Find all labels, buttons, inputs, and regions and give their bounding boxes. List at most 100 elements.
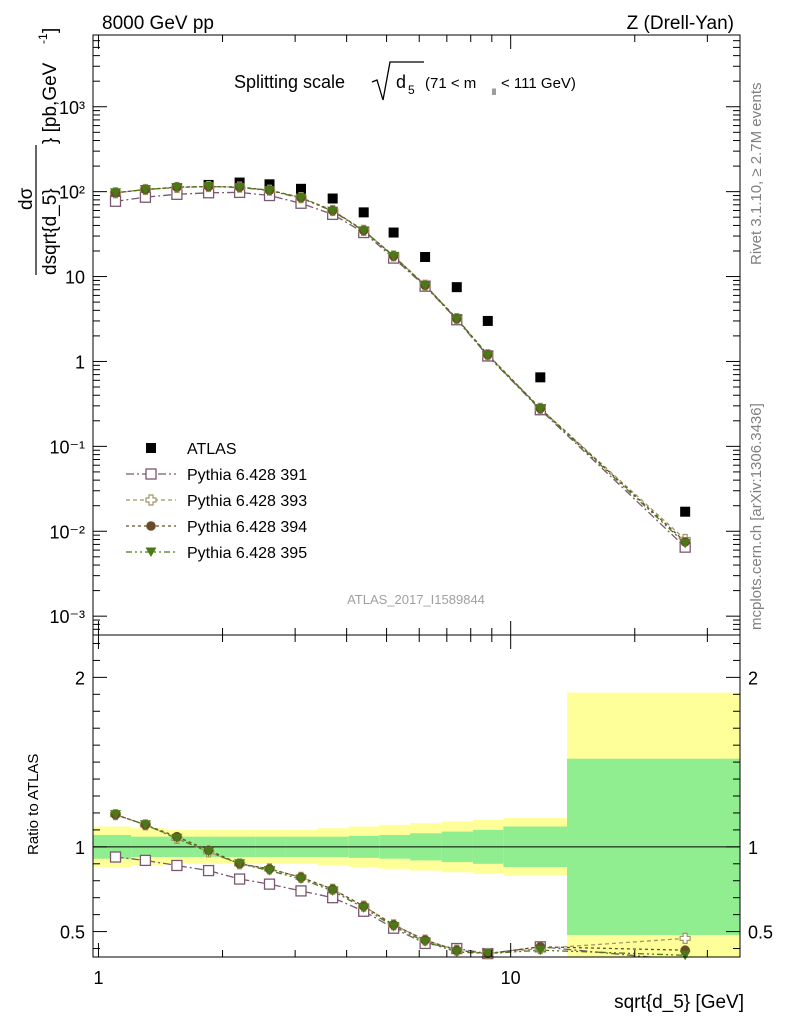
header-right: Z (Drell-Yan) bbox=[627, 13, 734, 34]
data-point bbox=[327, 206, 339, 217]
ratio-point bbox=[109, 851, 122, 863]
data-point bbox=[535, 372, 546, 383]
series-line-4 bbox=[115, 185, 686, 544]
series-line-3 bbox=[115, 185, 686, 543]
y-tick-label: 1 bbox=[75, 352, 85, 372]
ylabel-units-close: ] bbox=[40, 28, 61, 33]
ratio-point bbox=[233, 873, 246, 885]
ratio-y-tick-label: 0.5 bbox=[60, 923, 85, 943]
ratio-point bbox=[234, 859, 246, 869]
title-var: d bbox=[396, 72, 406, 92]
ratio-point bbox=[327, 886, 339, 896]
y-tick-label: 10⁻¹ bbox=[49, 437, 85, 457]
y-tick-label: 10³ bbox=[59, 98, 85, 118]
ylabel-units-exp: -1 bbox=[36, 33, 50, 44]
data-point bbox=[295, 193, 307, 204]
title-cut-end: < 111 GeV) bbox=[501, 75, 576, 92]
legend-marker bbox=[145, 468, 157, 480]
y-tick-label: 10⁻² bbox=[49, 522, 85, 542]
data-point bbox=[110, 188, 122, 198]
legend-label: ATLAS bbox=[187, 441, 237, 458]
legend-label: Pythia 6.428 394 bbox=[187, 519, 307, 536]
ratio-point bbox=[202, 864, 215, 877]
data-point bbox=[388, 227, 399, 238]
series-line-2 bbox=[115, 185, 686, 540]
legend-marker bbox=[145, 547, 157, 557]
ylabel-units: } [pb,GeV bbox=[40, 62, 61, 144]
data-point bbox=[451, 314, 463, 325]
legend-marker bbox=[146, 443, 156, 453]
data-point bbox=[139, 185, 151, 195]
ratio-point bbox=[263, 878, 276, 890]
data-point bbox=[264, 186, 276, 196]
data-point bbox=[679, 538, 691, 549]
data-point bbox=[420, 251, 431, 262]
ratio-point bbox=[171, 833, 183, 844]
ratio-bands bbox=[93, 692, 740, 957]
ratio-point bbox=[203, 847, 215, 857]
legend-label: Pythia 6.428 395 bbox=[187, 545, 307, 562]
legend-marker bbox=[146, 521, 156, 531]
data-point bbox=[451, 282, 462, 293]
ratio-point bbox=[295, 874, 307, 885]
ratio-point bbox=[419, 937, 431, 947]
x-tick-label: 10 bbox=[501, 968, 521, 988]
x-tick-label: 1 bbox=[93, 968, 103, 988]
title-sub: 5 bbox=[408, 83, 415, 97]
ratio-y-tick-label-right: 0.5 bbox=[748, 923, 773, 943]
ratio-point bbox=[110, 810, 122, 820]
mcplots-label: mcplots.cern.ch [arXiv:1306.3436] bbox=[748, 403, 765, 630]
sqrt-sign-icon bbox=[371, 61, 424, 101]
y-tick-label: 10 bbox=[65, 268, 85, 288]
legend-marker bbox=[145, 494, 157, 506]
legend-label: Pythia 6.428 391 bbox=[187, 467, 307, 484]
data-point bbox=[482, 350, 494, 361]
ratio-point bbox=[679, 950, 691, 961]
ratio-point bbox=[264, 866, 276, 876]
data-point bbox=[534, 404, 546, 415]
lower-axis-ticks: 1 10 0.5 0.5 1 1 2 2 bbox=[60, 635, 773, 988]
legend-label: Pythia 6.428 393 bbox=[187, 493, 307, 510]
title-cut: (71 < m bbox=[425, 75, 476, 92]
data-point bbox=[327, 193, 338, 204]
data-point bbox=[388, 251, 400, 262]
ratio-y-tick-label: 1 bbox=[75, 838, 85, 858]
ratio-point bbox=[451, 947, 463, 957]
rivet-label: Rivet 3.1.10, ≥ 2.7M events bbox=[748, 83, 765, 266]
y-tick-label: 10² bbox=[59, 183, 85, 203]
data-point bbox=[358, 207, 369, 218]
data-point bbox=[203, 181, 215, 192]
ratio-point bbox=[679, 932, 691, 944]
ratio-y-tick-label-right: 1 bbox=[748, 838, 758, 858]
ratio-point bbox=[534, 945, 546, 956]
ratio-point bbox=[358, 903, 370, 913]
data-point bbox=[358, 226, 370, 236]
header-left: 8000 GeV pp bbox=[102, 13, 214, 34]
ylabel-den: dsqrt{d_5} bbox=[40, 188, 61, 275]
upper-y-label: dσ dsqrt{d_5} } [pb,GeV -1 ] bbox=[16, 28, 61, 275]
ratio-y-tick-label-right: 2 bbox=[748, 668, 758, 688]
analysis-id: ATLAS_2017_I1589844 bbox=[347, 592, 485, 607]
title-cut-sub: ll bbox=[492, 87, 496, 97]
title-main: Splitting scale bbox=[234, 72, 345, 92]
upper-axis-ticks: 10⁻³ 10⁻² 10⁻¹ 1 10 10² 10³ bbox=[49, 34, 740, 636]
ratio-point bbox=[139, 854, 152, 867]
data-point bbox=[482, 315, 493, 326]
ratio-data-points bbox=[109, 809, 691, 961]
data-point bbox=[171, 182, 183, 193]
data-point bbox=[296, 183, 307, 194]
ratio-point bbox=[171, 859, 183, 872]
data-point bbox=[419, 281, 431, 291]
ratio-y-tick-label: 2 bbox=[75, 668, 85, 688]
ratio-y-label: Ratio to ATLAS bbox=[25, 754, 42, 855]
data-point bbox=[264, 179, 275, 190]
ratio-point bbox=[388, 921, 400, 932]
ratio-point bbox=[295, 885, 307, 897]
ratio-point bbox=[139, 820, 151, 830]
x-axis-label: sqrt{d_5} [GeV] bbox=[614, 992, 744, 1013]
ylabel-num: dσ bbox=[16, 187, 37, 210]
plot-title: Splitting scale d 5 (71 < m ll < 111 GeV… bbox=[234, 61, 576, 101]
upper-data-points bbox=[109, 177, 691, 553]
data-point bbox=[234, 182, 246, 193]
